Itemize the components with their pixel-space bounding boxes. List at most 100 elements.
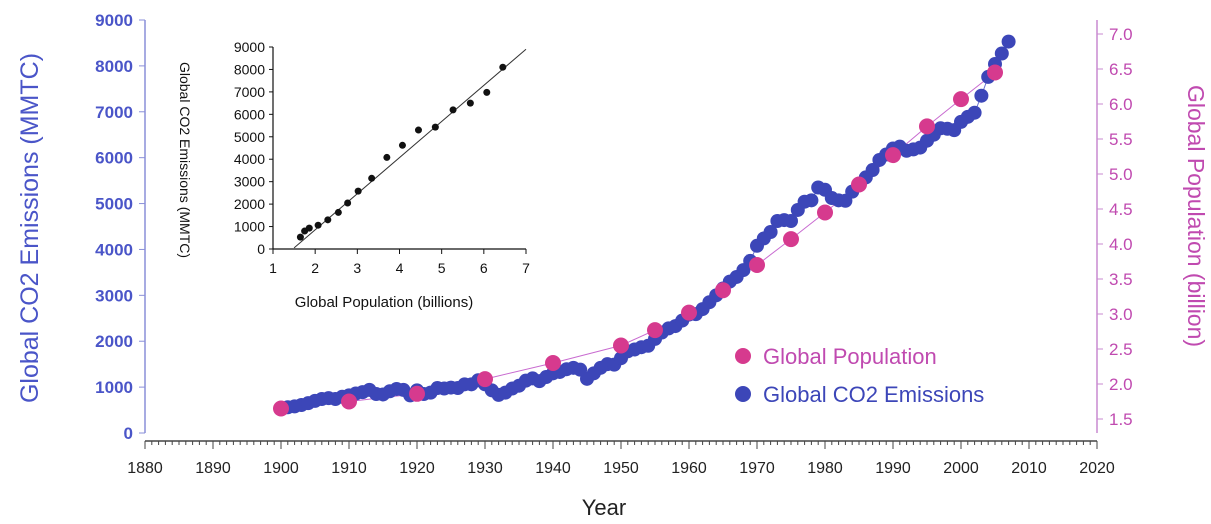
emissions-point	[784, 213, 798, 228]
y2-tick-label: 2.5	[1109, 340, 1133, 359]
population-point	[749, 257, 765, 273]
x-tick-label: 1960	[671, 460, 707, 477]
left-axis-tick-labels: 0 1000 2000 3000 4000 5000 6000 7000 8000 9000	[95, 11, 133, 443]
population-point	[817, 204, 833, 221]
y2-tick-label: 4.0	[1109, 235, 1133, 254]
emissions-point	[967, 105, 982, 120]
inset-point	[314, 221, 322, 229]
population-point	[987, 64, 1003, 81]
population-point	[647, 322, 663, 339]
legend-emissions-marker	[735, 386, 751, 402]
population-point	[273, 400, 289, 417]
y2-tick-label: 5.5	[1109, 130, 1133, 149]
y-tick-label: 6000	[95, 149, 133, 168]
inset-point	[449, 106, 457, 114]
y-tick-label: 1000	[95, 378, 133, 397]
population-point	[851, 176, 867, 193]
emissions-point	[865, 163, 880, 178]
population-point	[477, 371, 493, 388]
inset-point	[305, 224, 313, 232]
left-axis-label: Global CO2 Emissions (MMTC)	[16, 53, 44, 403]
x-tick-label: 1970	[739, 460, 775, 477]
y-tick-label: 8000	[95, 57, 133, 76]
population-point	[953, 91, 969, 108]
y2-tick-label: 3.0	[1109, 305, 1133, 324]
population-point	[545, 355, 561, 371]
x-tick-label: 2020	[1079, 460, 1115, 477]
x-tick-label: 2000	[943, 460, 979, 477]
x-axis-label: Year	[582, 495, 626, 520]
population-point	[919, 118, 935, 135]
y2-tick-label: 3.5	[1109, 270, 1133, 289]
main-data-points	[273, 34, 1016, 417]
legend-emissions-label: Global CO2 Emissions	[763, 382, 984, 407]
x-tick-label: 1990	[875, 460, 911, 477]
inset-y-tick-label: 7000	[234, 84, 265, 100]
population-point	[681, 304, 697, 321]
inset-point	[431, 123, 439, 131]
emissions-point	[974, 88, 989, 103]
population-point	[341, 393, 357, 410]
y2-tick-label: 6.0	[1109, 95, 1133, 114]
x-tick-label: 2010	[1011, 460, 1047, 477]
x-tick-label: 1980	[807, 460, 843, 477]
y2-tick-label: 7.0	[1109, 25, 1133, 44]
inset-x-tick-label: 2	[311, 260, 319, 276]
inset-x-tick-label: 3	[353, 260, 361, 276]
inset-y-axis-label: Global CO2 Emissions (MMTC)	[177, 62, 193, 258]
inset-point	[344, 199, 352, 207]
inset-x-tick-label: 7	[522, 260, 530, 276]
inset-x-tick-label: 6	[480, 260, 488, 276]
x-tick-label: 1910	[331, 460, 367, 477]
inset-x-tick-labels: 1 2 3 4 5 6 7	[269, 260, 530, 276]
y-tick-label: 3000	[95, 286, 133, 305]
inset-y-tick-label: 0	[257, 241, 265, 257]
inset-point	[334, 208, 342, 216]
inset-y-tick-label: 6000	[234, 106, 265, 122]
x-axis-tick-labels: 1880 1890 1900 1910 1920 1930 1940 1950 1960 1970…	[127, 460, 1115, 477]
inset-point	[354, 187, 362, 195]
inset-data-points	[296, 63, 507, 241]
x-tick-label: 1880	[127, 460, 163, 477]
inset-point	[499, 63, 507, 71]
y-tick-label: 2000	[95, 332, 133, 351]
emissions-point	[994, 46, 1009, 61]
legend-population-marker	[735, 348, 751, 364]
y-tick-label: 0	[124, 424, 133, 443]
main-axes	[139, 19, 1103, 449]
inset-y-tick-label: 1000	[234, 219, 265, 235]
emissions-point	[763, 225, 778, 240]
legend-population-label: Global Population	[763, 344, 937, 369]
inset-fit-line	[293, 48, 527, 249]
inset-y-tick-label: 5000	[234, 129, 265, 145]
y2-tick-label: 4.5	[1109, 200, 1133, 219]
inset-y-tick-label: 3000	[234, 174, 265, 190]
y2-tick-label: 1.5	[1109, 410, 1133, 429]
y-tick-label: 5000	[95, 195, 133, 214]
inset-point	[383, 153, 391, 161]
inset-point	[368, 174, 376, 182]
inset-x-axis-label: Global Population (billions)	[295, 294, 473, 311]
x-tick-label: 1950	[603, 460, 639, 477]
population-point	[715, 282, 731, 299]
inset-axes	[269, 46, 527, 254]
x-tick-label: 1940	[535, 460, 571, 477]
x-tick-label: 1930	[467, 460, 503, 477]
inset-point	[466, 99, 474, 107]
inset-point	[296, 233, 304, 241]
right-axis-tick-labels: 1.5 2.0 2.5 3.0 3.5 4.0 4.5 5.0 5.5 6.0 6.5 7.0	[1109, 25, 1133, 429]
x-tick-label: 1920	[399, 460, 435, 477]
inset-point	[414, 126, 422, 134]
emissions-point	[1001, 34, 1016, 49]
legend: Global Population Global CO2 Emissions	[735, 344, 984, 407]
y-tick-label: 4000	[95, 240, 133, 259]
y-tick-label: 7000	[95, 103, 133, 122]
population-point	[613, 337, 629, 354]
y-tick-label: 9000	[95, 11, 133, 30]
population-point	[409, 385, 425, 402]
inset-x-tick-label: 4	[396, 260, 404, 276]
inset-chart: 0 1000 2000 3000 4000 5000 6000 7000 8000 9000 1 2…	[177, 39, 530, 311]
right-axis-label: Global Population (billion)	[1183, 85, 1209, 347]
